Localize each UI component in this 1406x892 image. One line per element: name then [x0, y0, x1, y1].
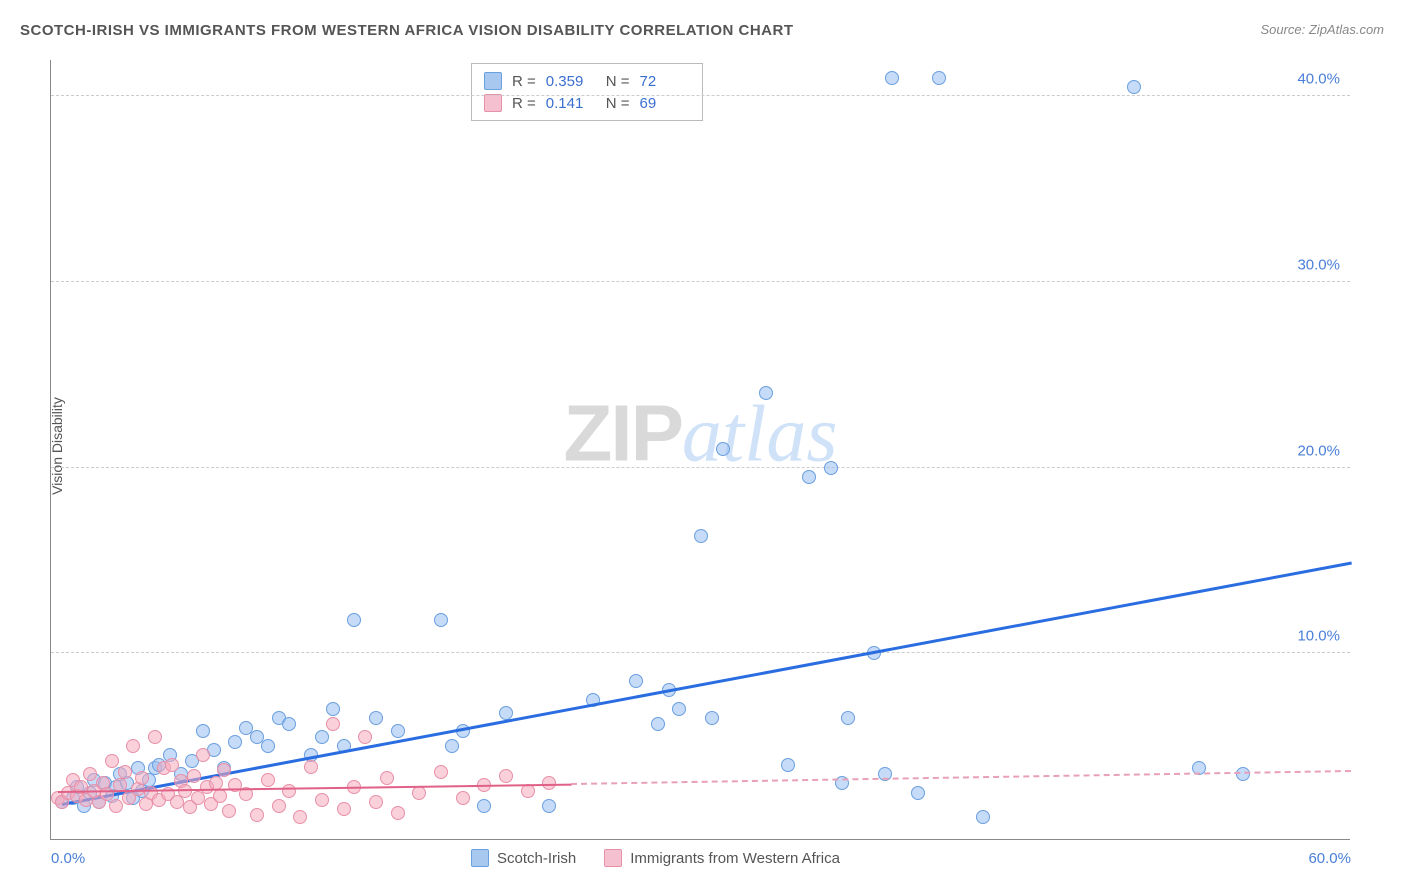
trend-line-series1: [62, 562, 1352, 806]
data-point-series2: [282, 784, 296, 798]
data-point-series1: [651, 717, 665, 731]
x-tick-label: 60.0%: [1308, 850, 1351, 867]
watermark-atlas: atlas: [682, 390, 838, 478]
data-point-series2: [326, 717, 340, 731]
data-point-series2: [391, 806, 405, 820]
data-point-series1: [228, 735, 242, 749]
data-point-series2: [434, 765, 448, 779]
legend-label: Scotch-Irish: [497, 850, 576, 867]
data-point-series2: [109, 799, 123, 813]
legend-swatch: [604, 849, 622, 867]
data-point-series2: [293, 810, 307, 824]
data-point-series2: [187, 769, 201, 783]
y-tick-label: 10.0%: [1297, 628, 1340, 645]
stat-swatch: [484, 72, 502, 90]
stat-n-value: 72: [640, 73, 690, 90]
data-point-series1: [477, 799, 491, 813]
stat-n-value: 69: [640, 95, 690, 112]
data-point-series1: [347, 613, 361, 627]
data-point-series1: [932, 71, 946, 85]
data-point-series1: [824, 461, 838, 475]
data-point-series1: [369, 711, 383, 725]
stat-r-label: R =: [512, 95, 536, 112]
gridline: [51, 281, 1350, 282]
stat-n-label: N =: [606, 73, 630, 90]
stat-r-value: 0.359: [546, 73, 596, 90]
data-point-series1: [391, 724, 405, 738]
data-point-series1: [716, 442, 730, 456]
stats-legend-box: R = 0.359 N = 72 R = 0.141 N = 69: [471, 63, 703, 121]
source-attribution: Source: ZipAtlas.com: [1260, 22, 1384, 37]
data-point-series1: [499, 706, 513, 720]
data-point-series2: [358, 730, 372, 744]
data-point-series2: [165, 758, 179, 772]
y-tick-label: 20.0%: [1297, 442, 1340, 459]
data-point-series2: [250, 808, 264, 822]
data-point-series2: [380, 771, 394, 785]
data-point-series2: [261, 773, 275, 787]
data-point-series1: [434, 613, 448, 627]
watermark-zip: ZIP: [563, 388, 681, 477]
stat-swatch: [484, 94, 502, 112]
data-point-series2: [222, 804, 236, 818]
data-point-series1: [759, 386, 773, 400]
data-point-series1: [705, 711, 719, 725]
data-point-series1: [315, 730, 329, 744]
data-point-series2: [118, 765, 132, 779]
data-point-series2: [217, 763, 231, 777]
legend-item: Scotch-Irish: [471, 849, 576, 867]
data-point-series2: [196, 748, 210, 762]
data-point-series1: [976, 810, 990, 824]
x-tick-label: 0.0%: [51, 850, 85, 867]
data-point-series1: [781, 758, 795, 772]
data-point-series2: [499, 769, 513, 783]
data-point-series1: [282, 717, 296, 731]
stat-n-label: N =: [606, 95, 630, 112]
data-point-series1: [542, 799, 556, 813]
y-tick-label: 40.0%: [1297, 71, 1340, 88]
gridline: [51, 652, 1350, 653]
legend-swatch: [471, 849, 489, 867]
plot-area: ZIPatlas R =0.359N =72R = 0.141N =69 Sco…: [50, 60, 1350, 840]
data-point-series1: [911, 786, 925, 800]
bottom-legend: Scotch-Irish Immigrants from Western Afri…: [471, 849, 840, 867]
data-point-series1: [694, 529, 708, 543]
data-point-series1: [841, 711, 855, 725]
stat-r-value: 0.141: [546, 95, 596, 112]
y-tick-label: 30.0%: [1297, 256, 1340, 273]
data-point-series1: [196, 724, 210, 738]
legend-label: Immigrants from Western Africa: [630, 850, 840, 867]
data-point-series1: [261, 739, 275, 753]
data-point-series2: [272, 799, 286, 813]
gridline: [51, 95, 1350, 96]
data-point-series1: [445, 739, 459, 753]
data-point-series2: [337, 802, 351, 816]
gridline: [51, 467, 1350, 468]
data-point-series2: [456, 791, 470, 805]
chart-title: SCOTCH-IRISH VS IMMIGRANTS FROM WESTERN …: [20, 22, 794, 39]
data-point-series2: [304, 760, 318, 774]
data-point-series2: [105, 754, 119, 768]
stat-r-label: R =: [512, 73, 536, 90]
legend-item: Immigrants from Western Africa: [604, 849, 840, 867]
data-point-series1: [802, 470, 816, 484]
data-point-series1: [672, 702, 686, 716]
trend-line-dashed-series2: [571, 770, 1351, 785]
data-point-series1: [326, 702, 340, 716]
stats-row: R = 0.359 N = 72: [484, 70, 690, 92]
data-point-series1: [629, 674, 643, 688]
data-point-series2: [315, 793, 329, 807]
data-point-series2: [213, 789, 227, 803]
data-point-series1: [885, 71, 899, 85]
data-point-series2: [83, 767, 97, 781]
data-point-series2: [148, 730, 162, 744]
data-point-series2: [126, 739, 140, 753]
data-point-series1: [1236, 767, 1250, 781]
data-point-series2: [369, 795, 383, 809]
data-point-series2: [135, 771, 149, 785]
data-point-series1: [1127, 80, 1141, 94]
